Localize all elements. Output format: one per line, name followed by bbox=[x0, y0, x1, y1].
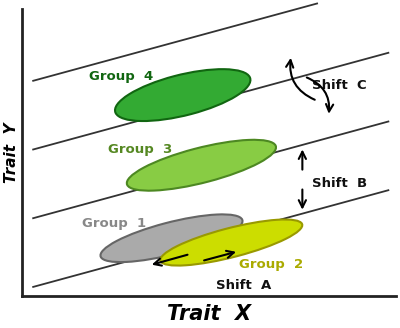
Text: Shift  B: Shift B bbox=[312, 177, 367, 190]
Y-axis label: Trait  Y: Trait Y bbox=[4, 122, 19, 183]
X-axis label: Trait  X: Trait X bbox=[167, 304, 251, 324]
Text: Shift  A: Shift A bbox=[216, 279, 272, 292]
Ellipse shape bbox=[115, 69, 250, 121]
Text: Group  2: Group 2 bbox=[239, 257, 303, 271]
Ellipse shape bbox=[100, 215, 242, 262]
Ellipse shape bbox=[127, 140, 276, 191]
Ellipse shape bbox=[160, 219, 302, 266]
Text: Shift  C: Shift C bbox=[312, 79, 366, 92]
Text: Group  3: Group 3 bbox=[108, 143, 172, 156]
Text: Group  4: Group 4 bbox=[89, 70, 154, 83]
Text: Group  1: Group 1 bbox=[82, 217, 146, 231]
